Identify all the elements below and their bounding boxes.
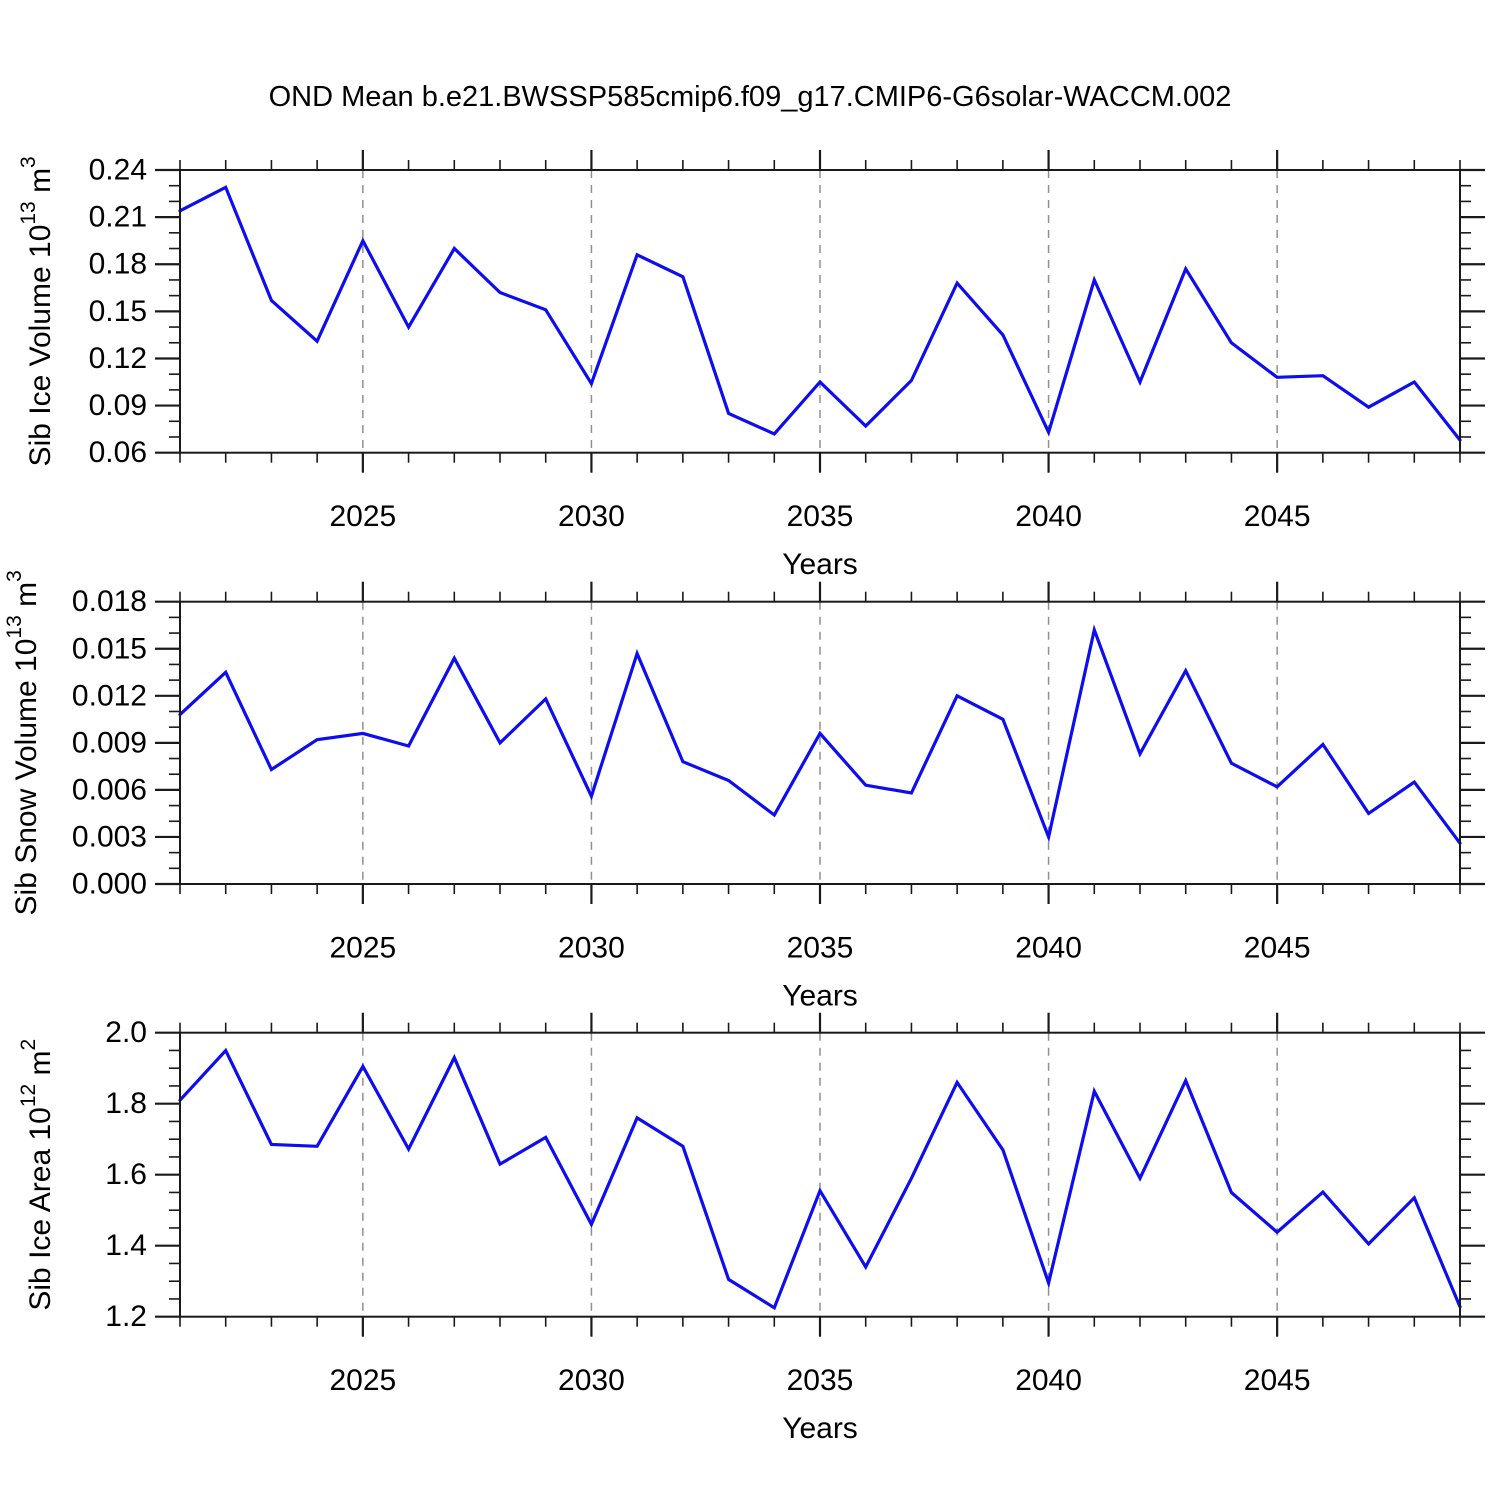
x-tick-label: 2030 bbox=[558, 1364, 625, 1397]
x-tick-label: 2045 bbox=[1244, 500, 1311, 533]
x-tick-label: 2025 bbox=[329, 1364, 396, 1397]
y-tick-label: 1.4 bbox=[105, 1229, 147, 1262]
x-axis-title: Years bbox=[782, 548, 858, 581]
x-tick-label: 2035 bbox=[787, 932, 854, 965]
y-tick-label: 0.09 bbox=[89, 389, 147, 422]
y-tick-label: 0.15 bbox=[89, 295, 147, 328]
y-axis-title-superscript: 3 bbox=[17, 156, 40, 168]
y-tick-label: 0.009 bbox=[72, 726, 147, 759]
x-axis-title: Years bbox=[782, 980, 858, 1013]
y-axis-title: Sib Ice Volume 1013 m3 bbox=[17, 156, 57, 466]
panel-sib-ice-volume: 0.06 0.09 0.12 0.15 0.18 0.21 0.24 2025 2030 2035… bbox=[17, 150, 1485, 581]
y-axis-title-text: m bbox=[24, 1050, 57, 1083]
y-tick-label: 1.8 bbox=[105, 1087, 147, 1120]
y-tick-label: 0.12 bbox=[89, 342, 147, 375]
panel-sib-ice-area: 1.2 1.4 1.6 1.8 2.0 2025 2030 2035 2040 2045 Years… bbox=[17, 1012, 1485, 1445]
sib-snow-volume-line bbox=[178, 624, 1462, 845]
y-axis-title-superscript: 13 bbox=[17, 201, 40, 224]
y-axis-title-text: Sib Ice Volume 10 bbox=[24, 225, 57, 467]
x-tick-label: 2025 bbox=[329, 932, 396, 965]
x-tick-label: 2035 bbox=[787, 1364, 854, 1397]
y-axis-title: Sib Ice Area 1012 m2 bbox=[17, 1039, 57, 1311]
x-tick-label: 2045 bbox=[1244, 932, 1311, 965]
y-axis-title-text: Sib Snow Volume 10 bbox=[10, 639, 43, 916]
x-tick-label: 2025 bbox=[329, 500, 396, 533]
x-tick-label: 2040 bbox=[1015, 1364, 1082, 1397]
y-tick-label: 0.18 bbox=[89, 248, 147, 281]
y-tick-label: 0.012 bbox=[72, 679, 147, 712]
y-axis-title-text: m bbox=[10, 582, 43, 615]
y-tick-label: 0.006 bbox=[72, 773, 147, 806]
y-tick-label: 0.21 bbox=[89, 201, 147, 234]
y-axis-title-text: m bbox=[24, 168, 57, 201]
y-tick-label: 0.24 bbox=[89, 154, 147, 187]
x-tick-label: 2045 bbox=[1244, 1364, 1311, 1397]
y-tick-label: 0.000 bbox=[72, 868, 147, 901]
sib-ice-volume-line bbox=[178, 185, 1462, 442]
y-axis-title: Sib Snow Volume 1013 m3 bbox=[3, 570, 43, 915]
y-tick-label: 0.06 bbox=[89, 436, 147, 469]
y-axis-title-superscript: 3 bbox=[3, 570, 26, 582]
y-tick-label: 1.2 bbox=[105, 1300, 147, 1333]
plot-title: OND Mean b.e21.BWSSP585cmip6.f09_g17.CMI… bbox=[268, 81, 1232, 113]
x-tick-label: 2030 bbox=[558, 932, 625, 965]
x-tick-label: 2040 bbox=[1015, 932, 1082, 965]
y-axis-title-superscript: 2 bbox=[17, 1039, 40, 1051]
y-axis-title-superscript: 12 bbox=[17, 1084, 40, 1107]
y-tick-label: 0.003 bbox=[72, 820, 147, 853]
x-axis-title: Years bbox=[782, 1412, 858, 1445]
y-tick-label: 0.018 bbox=[72, 585, 147, 618]
sib-ice-area-line bbox=[178, 1047, 1462, 1311]
y-axis-title-superscript: 13 bbox=[3, 615, 26, 638]
y-tick-label: 0.015 bbox=[72, 632, 147, 665]
y-tick-label: 2.0 bbox=[105, 1016, 147, 1049]
x-tick-label: 2040 bbox=[1015, 500, 1082, 533]
x-tick-label: 2030 bbox=[558, 500, 625, 533]
panel-sib-snow-volume: 0.000 0.003 0.006 0.009 0.012 0.015 0.018 2025 2… bbox=[3, 570, 1485, 1013]
y-tick-label: 1.6 bbox=[105, 1158, 147, 1191]
x-tick-label: 2035 bbox=[787, 500, 854, 533]
y-axis-title-text: Sib Ice Area 10 bbox=[24, 1107, 57, 1310]
